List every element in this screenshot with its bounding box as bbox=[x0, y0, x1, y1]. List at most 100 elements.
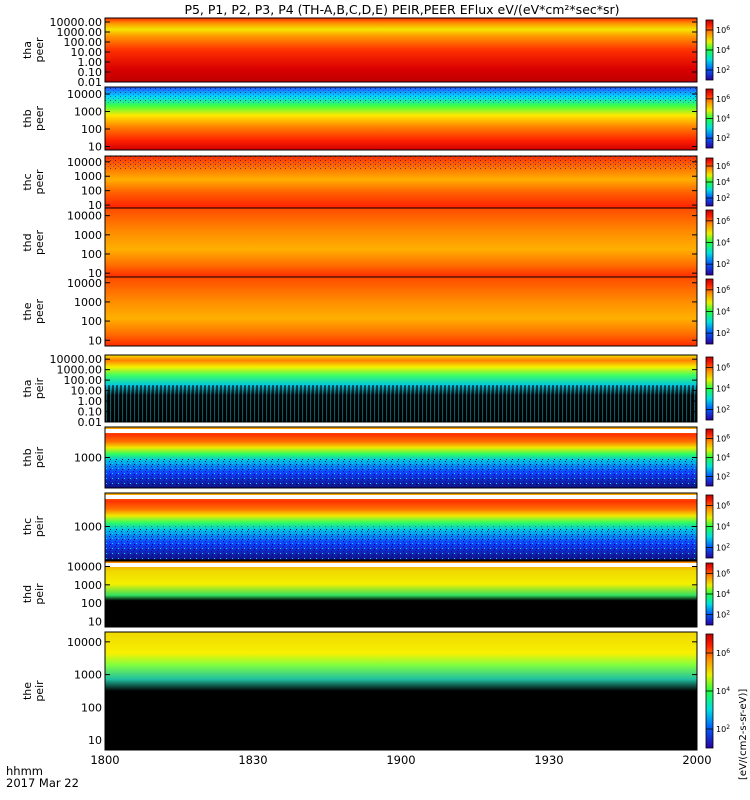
y-tick-label: 10 bbox=[88, 734, 102, 747]
y-axis-label-probe: thc bbox=[21, 173, 34, 190]
y-tick-label: 10.00 bbox=[71, 46, 103, 59]
y-tick-label: 10000 bbox=[67, 88, 102, 101]
heatmap-noise bbox=[105, 156, 697, 169]
y-tick-label: 100 bbox=[81, 248, 102, 261]
y-tick-label: 1000 bbox=[74, 452, 102, 465]
data-gap bbox=[105, 495, 697, 499]
colorbar-tick-label: 106 bbox=[716, 648, 730, 658]
heatmap-noise bbox=[105, 87, 697, 103]
heatmap-the_peir bbox=[105, 632, 697, 750]
colorbar-tick-label: 104 bbox=[716, 589, 730, 599]
y-axis-label-probe: thb bbox=[21, 109, 34, 127]
colorbar-thd_peer: 102 104 106 bbox=[705, 209, 730, 276]
y-axis-label-probe: tha bbox=[21, 379, 34, 397]
colorbar-thb_peir: 102 104 106 bbox=[705, 428, 730, 487]
y-axis-label-instrument: peir bbox=[33, 583, 46, 605]
colorbar-tick-label: 102 bbox=[716, 259, 730, 269]
colorbar-tick-label: 104 bbox=[716, 307, 730, 317]
colorbar-tick-label: 102 bbox=[716, 405, 730, 415]
y-tick-label: 1000 bbox=[74, 170, 102, 183]
y-tick-label: 10000.00 bbox=[50, 353, 103, 366]
colorbar-tick-label: 104 bbox=[716, 45, 730, 55]
y-tick-label: 10000 bbox=[67, 561, 102, 574]
y-axis-label-probe: the bbox=[21, 302, 34, 320]
y-axis-label-instrument: peer bbox=[33, 299, 46, 325]
y-tick-label: 1000 bbox=[74, 229, 102, 242]
colorbar-tha_peer: 102 104 106 bbox=[705, 19, 730, 81]
panel-thb_peer: 10000 1000 100 10 thb peer 102 104 106 bbox=[21, 86, 730, 154]
y-tick-label: 10 bbox=[88, 616, 102, 629]
y-tick-label: 10000.00 bbox=[50, 16, 103, 29]
heatmap-noise bbox=[105, 457, 697, 488]
colorbar-the_peer: 102 104 106 bbox=[705, 278, 730, 345]
panel-thb_peir: 1000 thb peir 102 104 106 bbox=[21, 426, 730, 489]
y-tick-label: 1000 bbox=[74, 669, 102, 682]
x-axis-label-date: 2017 Mar 22 bbox=[6, 776, 79, 790]
y-tick-label: 1000.00 bbox=[57, 26, 103, 39]
y-axis-label-instrument: peir bbox=[33, 515, 46, 537]
y-tick-label: 10000 bbox=[67, 636, 102, 649]
colorbar-tick-label: 106 bbox=[716, 25, 730, 35]
panel-frame bbox=[104, 276, 698, 347]
time-axis: 1800 1830 1900 1930 2000 bbox=[90, 744, 712, 767]
y-axis-label-instrument: peer bbox=[33, 230, 46, 256]
y-tick-label: 1000 bbox=[74, 106, 102, 119]
colorbar-thb_peer: 102 104 106 bbox=[705, 88, 730, 149]
y-axis-label-instrument: peer bbox=[33, 106, 46, 132]
data-gap bbox=[105, 429, 697, 433]
colorbar-tick-label: 102 bbox=[716, 724, 730, 734]
y-axis-label-probe: thd bbox=[21, 233, 34, 251]
colorbar-tick-label: 102 bbox=[716, 328, 730, 338]
colorbar-tick-label: 104 bbox=[716, 384, 730, 394]
heatmap-noise bbox=[105, 526, 697, 560]
colorbar-thc_peer: 102 104 106 bbox=[705, 157, 730, 207]
y-tick-label: 10 bbox=[88, 141, 102, 154]
colorbar-tick-label: 102 bbox=[716, 610, 730, 620]
y-tick-label: 100 bbox=[81, 701, 102, 714]
y-tick-label: 10.00 bbox=[71, 385, 103, 398]
panel-the_peir: 10000 1000 100 10 the peir 102 104 106 bbox=[21, 631, 730, 751]
panel-frame bbox=[104, 17, 698, 83]
colorbar-tick-label: 106 bbox=[716, 434, 730, 444]
colorbar-tick-label: 106 bbox=[716, 94, 730, 104]
y-tick-label: 100.00 bbox=[64, 374, 103, 387]
colorbar-tick-label: 104 bbox=[716, 453, 730, 463]
colorbar-tick-label: 102 bbox=[716, 472, 730, 482]
y-axis-label-instrument: peir bbox=[33, 377, 46, 399]
colorbar-tick-label: 106 bbox=[716, 161, 730, 171]
panel-frame bbox=[104, 86, 698, 151]
y-tick-label: 10 bbox=[88, 267, 102, 280]
colorbar-tick-label: 106 bbox=[716, 285, 730, 295]
y-axis-label-instrument: peer bbox=[33, 37, 46, 63]
y-tick-label: 1000 bbox=[74, 296, 102, 309]
y-axis-label-instrument: peir bbox=[33, 446, 46, 468]
y-tick-label: 100 bbox=[81, 185, 102, 198]
y-tick-label: 10 bbox=[88, 199, 102, 212]
y-axis-label-instrument: peer bbox=[33, 169, 46, 195]
data-gap bbox=[105, 563, 697, 567]
colorbar-tick-label: 102 bbox=[716, 543, 730, 553]
colorbar-tick-label: 102 bbox=[716, 193, 730, 203]
y-tick-label: 1.00 bbox=[78, 395, 103, 408]
panel-frame bbox=[104, 560, 698, 628]
y-tick-label: 1000 bbox=[74, 579, 102, 592]
colorbar-tick-label: 104 bbox=[716, 238, 730, 248]
x-tick-label: 1800 bbox=[90, 753, 119, 767]
panel-thd_peir: 10000 1000 100 10 thd peir 102 104 106 bbox=[21, 560, 730, 629]
colorbar-the_peir: 102 104 106 bbox=[705, 633, 730, 749]
colorbar-tick-label: 106 bbox=[716, 363, 730, 373]
y-tick-label: 1.00 bbox=[78, 56, 103, 69]
colorbar-thc_peir: 102 104 106 bbox=[705, 494, 730, 559]
heatmap-thd_peir bbox=[105, 561, 697, 627]
y-tick-label: 100.00 bbox=[64, 36, 103, 49]
colorbar-tick-label: 106 bbox=[716, 216, 730, 226]
colorbar-tick-label: 104 bbox=[716, 686, 730, 696]
panel-thd_peer: 10000 1000 100 10 thd peer 102 104 106 bbox=[21, 207, 730, 280]
y-axis-label-probe: thd bbox=[21, 585, 34, 603]
panel-the_peer: 10000 1000 100 10 the peer 102 104 106 bbox=[21, 276, 730, 347]
panel-thc_peir: 1000 thc peir 102 104 106 bbox=[21, 492, 730, 561]
y-axis-label-probe: thb bbox=[21, 448, 34, 466]
x-axis-label-hhmm: hhmm bbox=[6, 764, 43, 778]
